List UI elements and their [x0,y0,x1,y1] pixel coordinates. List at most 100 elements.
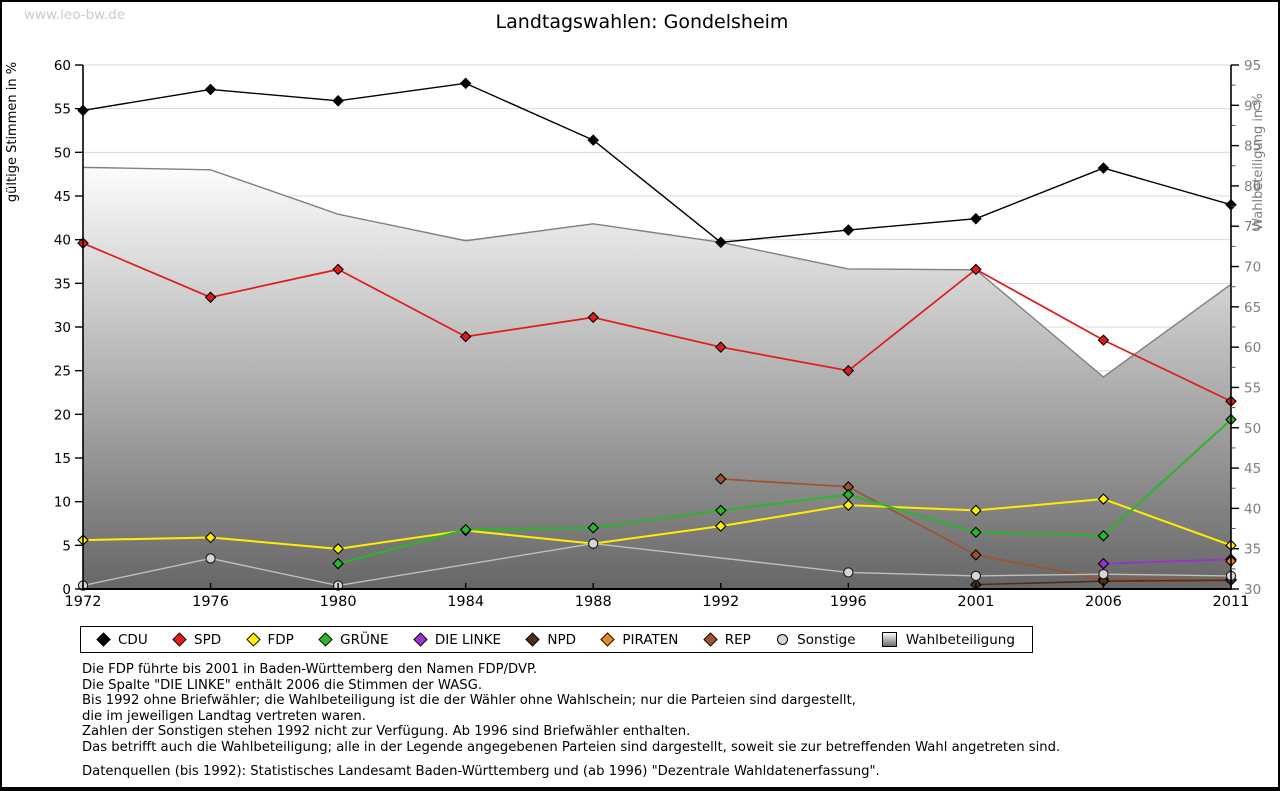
footnote-line: Die FDP führte bis 2001 in Baden-Württem… [82,662,538,677]
legend-item-spd: SPD [172,631,222,648]
right-axis-tick-label: 80 [1244,179,1261,195]
data-point-marker [843,567,854,578]
data-point-marker [715,341,727,353]
data-point-marker [715,504,727,517]
right-axis-tick-label: 75 [1244,219,1261,235]
x-axis-year-label: 1980 [320,594,357,610]
data-point-marker [332,543,344,555]
legend-item-rep: REP [703,631,751,648]
left-axis-tick-label: 50 [54,145,71,161]
legend-item-label: DIE LINKE [434,631,502,648]
data-point-marker [970,263,982,276]
data-point-marker [332,557,344,570]
data-point-marker [587,522,599,534]
data-point-marker [970,570,982,582]
data-point-marker [204,531,217,544]
x-axis-year-label: 1976 [192,594,229,610]
axes: 0 5 10 15 20 25 30 35 40 45 50 55 60 30 35 40 45 50 55 60 65… [54,58,1261,610]
footnote-line: die im jeweiligen Landtag vertreten ware… [82,708,366,724]
data-point-marker [715,473,727,485]
left-axis-tick-label: 30 [54,320,71,336]
data-point-marker [1098,569,1109,580]
data-point-marker [587,134,599,146]
right-axis-tick-label: 30 [1244,582,1261,598]
x-axis-year-label: 1992 [702,594,739,610]
footnote-line: Zahlen der Sonstigen stehen 1992 nicht z… [82,724,691,740]
election-line-chart: 0 5 10 15 20 25 30 35 40 45 50 55 60 30 35 40 45 50 55 60 65… [5,7,1266,610]
data-point-marker [588,538,599,549]
data-point-marker [332,263,344,276]
data-point-marker [970,549,982,561]
data-point-marker [715,236,727,249]
x-axis-year-label: 1988 [575,594,612,610]
left-axis-tick-label: 0 [62,582,71,598]
left-axis-tick-label: 20 [54,407,71,423]
left-axis-tick-label: 10 [54,495,71,511]
left-axis-tick-label: 25 [54,364,71,380]
diamond-marker-icon [318,632,333,647]
data-point-marker [842,488,855,501]
left-axis-tick-label: 5 [62,538,71,554]
right-axis-tick-label: 65 [1244,300,1261,316]
legend-item-label: CDU [118,631,148,648]
data-point-marker [587,311,599,324]
right-axis-tick-label: 45 [1244,461,1261,477]
data-point-marker [204,291,217,304]
x-axis-year-label: 1984 [447,594,484,610]
data-point-marker [1097,334,1110,346]
legend-item-label: REP [724,631,751,648]
right-axis-tick-label: 90 [1244,98,1261,114]
diamond-marker-icon [245,632,261,647]
left-axis-tick-label: 15 [54,451,71,467]
page-title: Landtagswahlen: Gondelsheim [496,11,789,33]
data-point-marker [459,77,472,90]
series-grüne [332,413,1237,570]
turnout-area-edge [82,166,1232,378]
legend-item-npd: NPD [525,631,577,648]
x-axis-year-label: 2001 [957,594,994,610]
legend-item-fdp: FDP [245,631,294,648]
data-point-marker [970,526,982,539]
legend: CDU SPD FDP GRÜNE DIE LINKE NPD PIRATEN REP Sons… [80,626,1033,653]
legend-item-sonstige: Sonstige [777,632,856,648]
legend-item-label: Wahlbeteiligung [905,631,1015,648]
right-axis-tick-label: 95 [1244,58,1261,74]
data-point-marker [1097,493,1110,505]
x-axis-year-label: 1996 [830,594,867,610]
left-axis-tick-label: 60 [54,58,71,74]
right-axis-tick-label: 55 [1244,380,1261,396]
series-spd [77,237,1237,408]
legend-item-label: FDP [267,631,294,648]
legend-item-label: PIRATEN [622,631,679,648]
x-axis-year-label: 2011 [1213,594,1250,610]
footnote-line: Das betrifft auch die Wahlbeteiligung; a… [82,739,1061,755]
left-axis-tick-label: 40 [54,233,71,249]
right-axis-tick-label: 85 [1244,139,1261,155]
data-point-marker [842,224,855,236]
right-axis-tick-label: 60 [1244,340,1261,356]
footnote-line: Die Spalte "DIE LINKE" enthält 2006 die … [82,677,483,693]
turnout-swatch-icon [881,632,897,647]
data-point-marker [204,83,217,96]
legend-item-piraten: PIRATEN [600,631,679,648]
legend-item-label: SPD [194,631,222,648]
left-axis-tick-label: 35 [54,276,71,292]
data-point-marker [842,364,855,377]
data-point-marker [715,520,727,532]
series-wahlbeteiligung [82,166,1232,590]
right-axis-tick-label: 40 [1244,501,1261,517]
x-axis-year-label: 2006 [1085,594,1122,610]
series-cdu [77,77,1237,249]
legend-item-die-linke: DIE LINKE [413,631,502,648]
legend-item-grüne: GRÜNE [318,632,389,648]
diamond-marker-icon [172,632,187,647]
data-point-marker [332,95,344,107]
x-axis-year-label: 1972 [65,594,102,610]
data-point-marker [970,504,982,517]
data-point-marker [205,553,216,564]
data-point-marker [1097,162,1110,174]
legend-item-label: NPD [547,631,577,648]
data-point-marker [1097,557,1110,570]
right-axis-tick-label: 50 [1244,421,1261,437]
